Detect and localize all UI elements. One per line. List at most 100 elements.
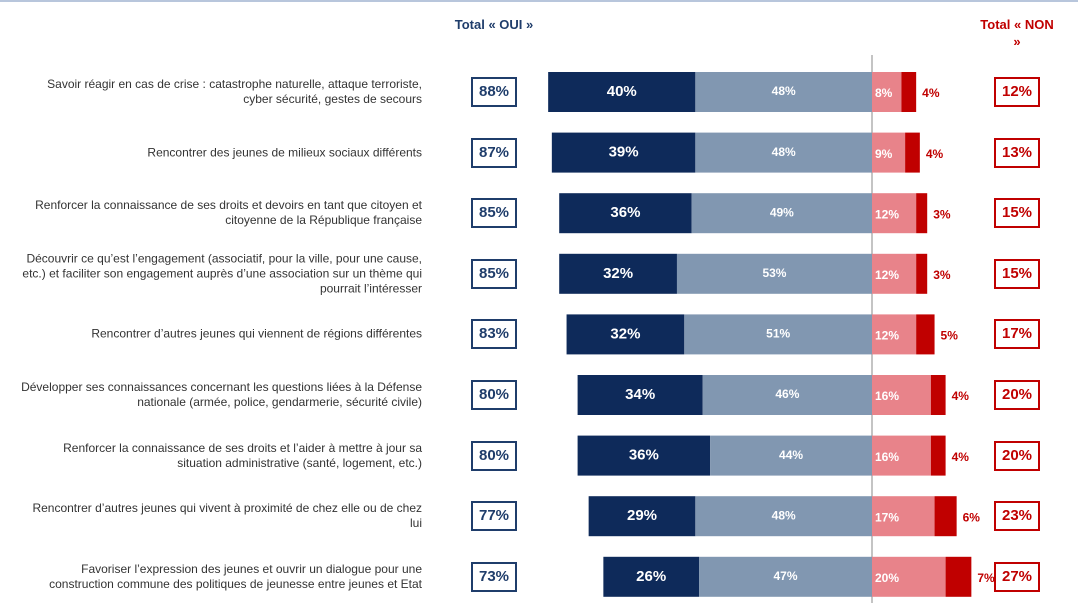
total-value: 13% xyxy=(994,137,1040,168)
bar-segment xyxy=(559,193,692,234)
bar-segment xyxy=(872,314,917,355)
total-value: 83% xyxy=(471,319,517,350)
bar-segment xyxy=(695,496,872,537)
bar-segment xyxy=(559,253,677,294)
category-label: Savoir réagir en cas de crise : catastro… xyxy=(47,77,422,106)
data-label: 4% xyxy=(952,450,970,464)
data-label: 49% xyxy=(770,205,794,219)
data-label: 4% xyxy=(922,86,940,100)
bar-segment xyxy=(588,496,696,537)
data-label: 36% xyxy=(629,447,659,464)
total-value: 85% xyxy=(471,258,517,289)
data-label: 29% xyxy=(627,507,657,524)
bar-segment xyxy=(930,375,946,415)
bar-segment xyxy=(916,314,935,355)
bar-segment xyxy=(872,375,931,415)
data-label: 46% xyxy=(775,387,799,401)
total-value: 15% xyxy=(994,258,1040,289)
data-label: 3% xyxy=(933,207,951,221)
data-label: 4% xyxy=(952,389,970,403)
total-header: Total « OUI » xyxy=(454,17,534,32)
bar-segment xyxy=(872,132,906,173)
data-label: 6% xyxy=(963,510,981,524)
total-value: 23% xyxy=(994,501,1040,532)
bar-segment xyxy=(872,193,917,234)
bar-segment xyxy=(872,253,917,294)
total-value: 20% xyxy=(994,380,1040,410)
total-value: 88% xyxy=(471,77,517,107)
data-label: 32% xyxy=(610,325,640,342)
bar-segment xyxy=(905,132,920,173)
data-label: 4% xyxy=(926,147,944,161)
category-label: Renforcer la connaissance de ses droits … xyxy=(63,440,422,470)
data-label: 39% xyxy=(609,144,639,161)
bar-segment xyxy=(916,253,928,294)
total-value: 80% xyxy=(471,440,517,471)
bar-segment xyxy=(872,72,902,112)
category-label: Renforcer la connaissance de ses droits … xyxy=(35,198,422,228)
total-value: 20% xyxy=(994,440,1040,471)
bar-segment xyxy=(934,496,957,537)
data-label: 48% xyxy=(772,508,796,522)
total-value: 85% xyxy=(471,198,517,229)
data-label: 8% xyxy=(875,86,893,100)
data-label: 36% xyxy=(610,204,640,221)
data-label: 5% xyxy=(941,329,959,343)
total-value: 80% xyxy=(471,380,517,410)
bar-segment xyxy=(945,556,972,597)
data-label: 48% xyxy=(772,145,796,159)
bar-segment xyxy=(930,435,946,476)
data-label: 51% xyxy=(766,327,790,341)
bar-segment xyxy=(702,375,872,415)
data-label: 12% xyxy=(875,207,899,221)
total-value: 17% xyxy=(994,319,1040,350)
bar-segment xyxy=(603,556,700,597)
data-label: 34% xyxy=(625,386,655,403)
category-label: Développer ses connaissances concernant … xyxy=(21,380,422,409)
data-label: 16% xyxy=(875,450,899,464)
category-label: Rencontrer d’autres jeunes qui vivent à … xyxy=(32,501,422,531)
total-value: 87% xyxy=(471,137,517,168)
data-label: 7% xyxy=(977,571,995,585)
bar-segment xyxy=(695,72,872,112)
data-label: 16% xyxy=(875,389,899,403)
bar-segment xyxy=(710,435,872,476)
data-label: 53% xyxy=(762,266,786,280)
bar-segment xyxy=(551,132,696,173)
data-label: 20% xyxy=(875,571,899,585)
bar-segment xyxy=(699,556,872,597)
data-label: 47% xyxy=(774,569,798,583)
bar-segment xyxy=(872,556,946,597)
data-label: 26% xyxy=(636,568,666,585)
total-value: 15% xyxy=(994,198,1040,229)
data-label: 44% xyxy=(779,448,803,462)
bar-segment xyxy=(566,314,685,355)
bar-segment xyxy=(901,72,917,112)
bar-segment xyxy=(577,375,703,415)
data-label: 40% xyxy=(607,83,637,100)
bar-segment xyxy=(684,314,872,355)
category-label: Découvrir ce qu’est l’engagement (associ… xyxy=(22,251,422,296)
data-label: 17% xyxy=(875,510,899,524)
category-label: Rencontrer des jeunes de milieux sociaux… xyxy=(147,145,422,160)
total-value: 27% xyxy=(994,561,1040,592)
bar-segment xyxy=(916,193,928,234)
category-label: Rencontrer d’autres jeunes qui viennent … xyxy=(91,326,422,341)
total-value: 12% xyxy=(994,77,1040,107)
data-label: 3% xyxy=(933,268,951,282)
bar-segment xyxy=(676,253,872,294)
category-label: Favoriser l’expression des jeunes et ouv… xyxy=(49,561,422,591)
bar-segment xyxy=(872,435,931,476)
total-header: Total « NON » xyxy=(980,17,1054,49)
total-value: 73% xyxy=(471,561,517,592)
data-label: 9% xyxy=(875,147,893,161)
data-label: 12% xyxy=(875,268,899,282)
bar-segment xyxy=(695,132,872,173)
data-label: 32% xyxy=(603,265,633,282)
total-value: 77% xyxy=(471,501,517,532)
data-label: 12% xyxy=(875,329,899,343)
bar-segment xyxy=(872,496,935,537)
bar-segment xyxy=(548,72,696,112)
